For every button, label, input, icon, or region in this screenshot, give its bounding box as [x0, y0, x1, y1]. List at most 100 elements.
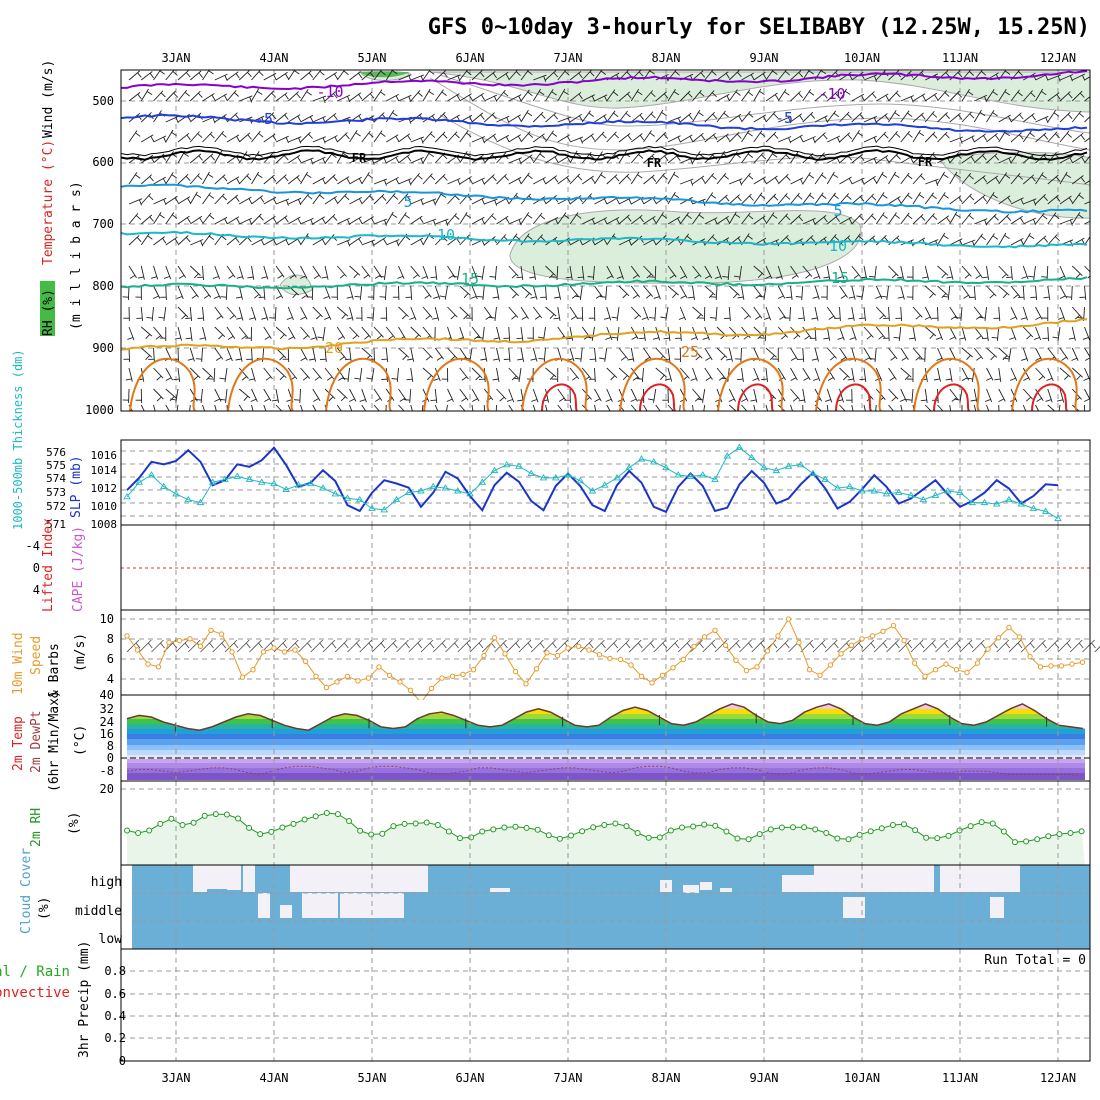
wind-barb-flag	[380, 416, 386, 417]
wind-barb-flag	[649, 70, 655, 75]
rh-point	[712, 822, 719, 829]
wind-barb	[324, 174, 336, 185]
wind-speed-point	[764, 648, 771, 654]
wind-barb	[974, 94, 988, 102]
temp-tick: 8	[107, 739, 114, 753]
wind-barb	[802, 111, 814, 123]
wind-barb	[520, 131, 531, 143]
wind-barb-flag	[763, 416, 769, 417]
wind-barb	[1035, 235, 1047, 246]
wind-barb	[653, 388, 657, 403]
wind-barb-flag	[346, 296, 353, 299]
wind-barb	[434, 388, 438, 403]
wind-barb-flag	[1061, 356, 1067, 361]
wind-barb-flag	[762, 177, 767, 184]
wind-barb-flag	[941, 273, 947, 279]
wind-barb	[924, 306, 933, 320]
wind-barb	[287, 326, 296, 340]
wind-barb	[226, 235, 239, 246]
wind-barb	[177, 70, 189, 81]
wind-barb-flag	[324, 316, 330, 320]
upper-air-panel: -10 -10 -5 -5 FR FR FR 5 5 10 10 15 15 2…	[40, 60, 1091, 418]
wind-barb-flag	[363, 414, 368, 417]
wind-barb	[508, 157, 522, 164]
wind-barb	[605, 285, 608, 301]
wind-barb-flag	[321, 217, 326, 224]
thickness-point	[919, 495, 928, 503]
wind-barb-flag	[553, 72, 559, 78]
wind-barb	[128, 326, 135, 341]
wind-barb	[214, 93, 228, 102]
wind-barb	[630, 388, 638, 402]
wind-barb-flag	[494, 199, 498, 206]
thickness-point	[441, 484, 450, 491]
wind-barb	[998, 306, 1001, 322]
wind-barb	[1071, 212, 1081, 225]
isotherm-30	[835, 383, 872, 411]
wind-barb-flag	[696, 314, 702, 320]
wind-barb	[753, 88, 762, 102]
wind-barb-flag	[542, 178, 547, 185]
rh-point	[923, 834, 930, 841]
wind-speed-point	[523, 681, 529, 687]
wind-barb	[410, 265, 420, 278]
wind-barb-flag	[747, 153, 754, 158]
wind-barb-flag	[636, 91, 643, 96]
wind-speed-point	[449, 673, 456, 679]
wind-barb	[484, 94, 498, 102]
wind-barb	[1035, 115, 1049, 123]
wind-barb-flag	[871, 93, 877, 99]
wind-barb	[790, 192, 800, 205]
wind-barb-flag	[147, 235, 153, 240]
wind-barb	[924, 326, 937, 337]
wind-barb-flag	[646, 273, 652, 279]
wind-barb-flag	[946, 276, 953, 279]
wind-barb	[1035, 404, 1040, 411]
wind-barb-flag	[322, 239, 326, 245]
wind-barb	[1035, 285, 1038, 301]
wind-barb	[398, 265, 405, 279]
surface-barb-flag	[601, 642, 606, 649]
top-date-label: 11JAN	[942, 51, 978, 65]
wind-barb	[790, 388, 801, 400]
wind-barb-flag	[586, 336, 593, 339]
wind-barb-flag	[158, 316, 165, 319]
wind-barb	[533, 177, 546, 185]
wind-barb	[213, 367, 216, 383]
wind-barb-flag	[622, 375, 628, 381]
wind-barb-flag	[819, 413, 823, 417]
rh-point	[823, 830, 830, 836]
wind-barb-flag	[591, 135, 596, 141]
minmax-axis-label: (6hr Min/Max)	[47, 690, 62, 792]
wind-barb-flag	[283, 176, 289, 182]
wind-barb-flag	[464, 357, 471, 360]
wind-speed-point	[166, 639, 172, 646]
wind-barb	[275, 92, 288, 102]
wind-barb-flag	[1046, 377, 1053, 381]
wind-barb-flag	[248, 416, 254, 417]
wind-barb	[875, 192, 885, 205]
wind-barb-flag	[650, 113, 656, 119]
wind-barb	[459, 326, 465, 341]
wind-barb-flag	[964, 274, 970, 279]
wind-barb	[802, 306, 805, 321]
wind-barb-flag	[976, 315, 982, 320]
surface-barb-flag	[931, 642, 937, 649]
wind-barb-flag	[568, 416, 574, 418]
wind-barb	[483, 174, 495, 185]
cloud-clear-cell	[843, 897, 865, 918]
wind-barb-flag	[894, 214, 900, 219]
wind-barb	[300, 70, 312, 81]
bottom-date-label: 11JAN	[942, 1071, 978, 1085]
wind-barb	[826, 192, 836, 205]
wind-barb	[888, 326, 890, 342]
rh-point	[934, 835, 941, 842]
wind-barb	[422, 265, 429, 280]
wind-barb-flag	[543, 75, 547, 82]
wind-barb	[618, 238, 632, 246]
wind-barb	[973, 233, 984, 246]
wind-barb	[630, 285, 640, 298]
isotherm-minus5	[121, 113, 1088, 133]
wind-speed-point	[680, 656, 687, 663]
wind-barb-flag	[588, 112, 594, 117]
